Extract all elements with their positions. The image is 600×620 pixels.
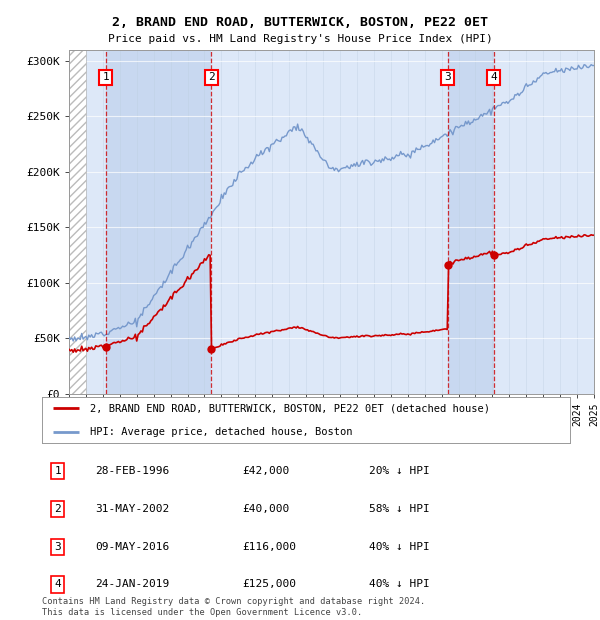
- Text: 3: 3: [444, 73, 451, 82]
- Text: 40% ↓ HPI: 40% ↓ HPI: [370, 542, 430, 552]
- Text: 2, BRAND END ROAD, BUTTERWICK, BOSTON, PE22 0ET (detached house): 2, BRAND END ROAD, BUTTERWICK, BOSTON, P…: [89, 404, 490, 414]
- Text: £125,000: £125,000: [242, 580, 296, 590]
- Bar: [69, 50, 86, 394]
- Bar: [448, 50, 494, 394]
- Text: 20% ↓ HPI: 20% ↓ HPI: [370, 466, 430, 476]
- Text: 2, BRAND END ROAD, BUTTERWICK, BOSTON, PE22 0ET: 2, BRAND END ROAD, BUTTERWICK, BOSTON, P…: [112, 16, 488, 29]
- Text: 31-MAY-2002: 31-MAY-2002: [95, 504, 169, 514]
- Text: 24-JAN-2019: 24-JAN-2019: [95, 580, 169, 590]
- Bar: [211, 50, 448, 394]
- Text: 4: 4: [490, 73, 497, 82]
- Bar: [494, 50, 594, 394]
- Bar: [106, 50, 211, 394]
- Text: 2: 2: [55, 504, 61, 514]
- Text: 40% ↓ HPI: 40% ↓ HPI: [370, 580, 430, 590]
- Text: £116,000: £116,000: [242, 542, 296, 552]
- Bar: [86, 50, 106, 394]
- Text: £40,000: £40,000: [242, 504, 290, 514]
- Text: HPI: Average price, detached house, Boston: HPI: Average price, detached house, Bost…: [89, 427, 352, 436]
- Text: 09-MAY-2016: 09-MAY-2016: [95, 542, 169, 552]
- Text: 4: 4: [55, 580, 61, 590]
- Text: Price paid vs. HM Land Registry's House Price Index (HPI): Price paid vs. HM Land Registry's House …: [107, 34, 493, 44]
- Text: 58% ↓ HPI: 58% ↓ HPI: [370, 504, 430, 514]
- Text: 28-FEB-1996: 28-FEB-1996: [95, 466, 169, 476]
- Bar: [69, 50, 86, 394]
- Text: 3: 3: [55, 542, 61, 552]
- Text: 2: 2: [208, 73, 215, 82]
- Text: £42,000: £42,000: [242, 466, 290, 476]
- Text: Contains HM Land Registry data © Crown copyright and database right 2024.
This d: Contains HM Land Registry data © Crown c…: [42, 598, 425, 617]
- Text: 1: 1: [55, 466, 61, 476]
- Text: 1: 1: [102, 73, 109, 82]
